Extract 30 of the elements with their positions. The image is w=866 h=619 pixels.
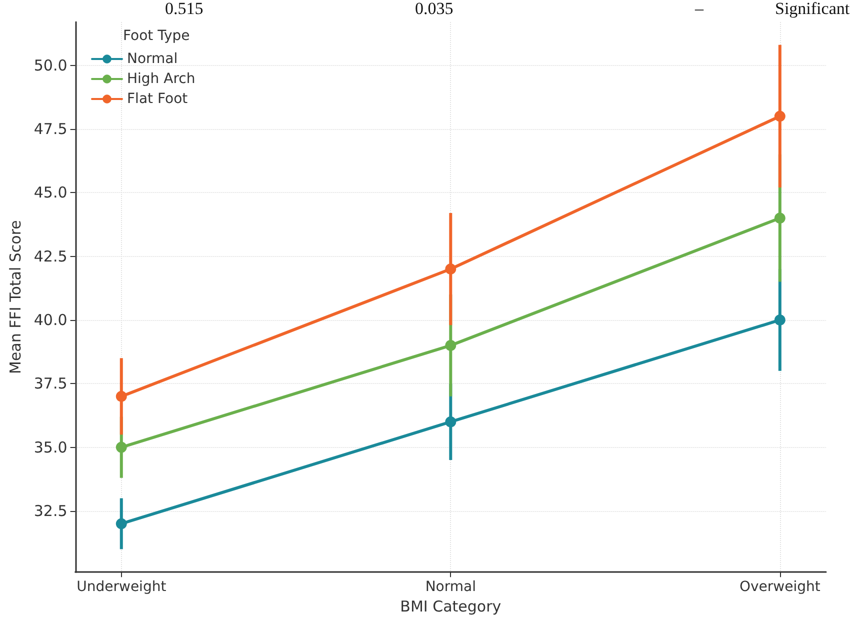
point <box>116 442 127 453</box>
y-tick-label: 35.0 <box>34 438 68 456</box>
text: 0.035 <box>415 0 454 18</box>
y-tick-label: 40.0 <box>34 310 68 329</box>
x-tick-label: Underweight <box>76 579 167 596</box>
legend-label: Normal <box>127 51 178 67</box>
point <box>445 340 456 351</box>
x-axis-title: BMI Category <box>400 598 502 616</box>
y-tick-label: 37.5 <box>34 374 68 393</box>
legend-title: Foot Type <box>123 28 190 44</box>
point <box>774 314 786 326</box>
y-tick-label: 50.0 <box>34 56 68 74</box>
x-tick-label: Normal <box>425 579 476 596</box>
point <box>774 212 786 224</box>
legend-label: Flat Foot <box>127 91 188 107</box>
legend-label: High Arch <box>127 71 196 87</box>
point <box>774 110 786 122</box>
point <box>445 416 456 428</box>
text: – <box>694 0 704 18</box>
text: 0.515 <box>165 0 204 18</box>
y-tick-label: 42.5 <box>34 247 68 266</box>
point <box>116 390 127 402</box>
x-tick-label: Overweight <box>739 579 821 596</box>
y-tick-label: 45.0 <box>34 184 68 202</box>
text: Significant <box>775 0 850 18</box>
y-axis-title: Mean FFI Total Score <box>6 220 24 374</box>
point <box>116 518 127 530</box>
y-tick-label: 47.5 <box>34 120 68 138</box>
y-tick-label: 32.5 <box>34 502 68 520</box>
point <box>445 264 456 275</box>
